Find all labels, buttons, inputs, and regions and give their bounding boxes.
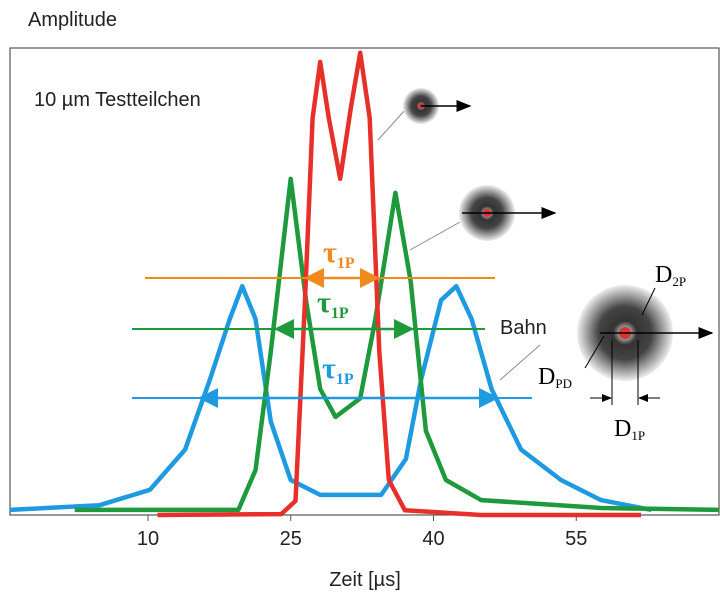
leader: [584, 335, 605, 369]
leader: [499, 344, 541, 381]
d-sub: PD: [555, 376, 572, 391]
curves: [9, 50, 720, 518]
tau-label: τ1P: [322, 352, 354, 388]
tau-sub: 1P: [337, 255, 355, 272]
x-tick-label: 40: [422, 528, 444, 550]
x-tick-label: 25: [280, 528, 302, 550]
tau-label: τ1P: [317, 286, 349, 322]
tau-sub: 1P: [331, 305, 349, 322]
tau: τ: [323, 236, 337, 269]
d-label: DPD: [538, 364, 572, 391]
d-sub: 1P: [631, 428, 645, 443]
x-axis-label: Zeit [µs]: [329, 569, 401, 591]
tau: τ: [317, 286, 331, 319]
plot-frame: [9, 47, 720, 516]
leader: [409, 221, 461, 251]
d: D: [538, 364, 555, 390]
d-sub: 2P: [672, 274, 686, 289]
bahn-label: Bahn: [500, 317, 547, 339]
tau: τ: [322, 352, 336, 385]
y-axis-label: Amplitude: [28, 9, 117, 31]
d: D: [655, 262, 672, 288]
tau-label: τ1P: [323, 236, 355, 272]
d-label: D2P: [655, 262, 686, 289]
tau-sub: 1P: [336, 371, 354, 388]
d-label: D1P: [614, 416, 645, 443]
d: D: [614, 416, 631, 442]
leader: [377, 109, 406, 141]
curve: [157, 50, 641, 518]
leader: [641, 287, 656, 316]
x-tick-label: 10: [137, 528, 159, 550]
curve: [9, 283, 652, 513]
x-tick-label: 55: [565, 528, 587, 550]
subtitle: 10 µm Testteilchen: [34, 89, 201, 111]
